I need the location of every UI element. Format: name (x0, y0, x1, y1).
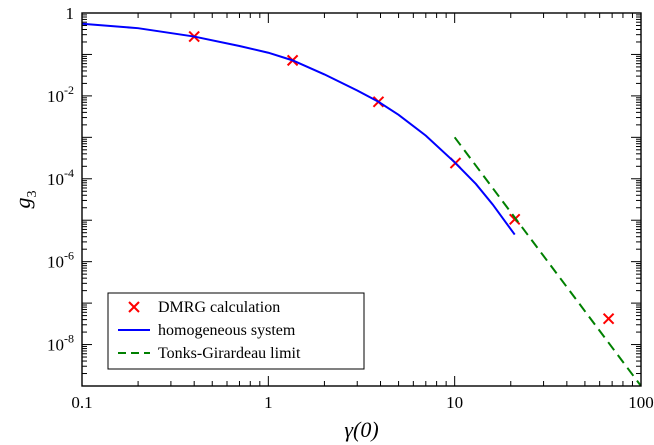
y-axis-label-main: g (10, 198, 35, 209)
legend-box (107, 292, 365, 370)
legend-label: DMRG calculation (158, 299, 280, 316)
y-tick-base: 10 (47, 87, 64, 106)
y-tick-label: 10-4 (47, 166, 74, 189)
y-axis-label: g3 (10, 191, 40, 209)
plot-area (82, 22, 641, 386)
y-tick-base: 10 (47, 336, 64, 355)
marker-stroke (508, 213, 521, 226)
series-line-3 (453, 136, 641, 386)
y-tick-exponent: -8 (64, 332, 74, 346)
y-tick-exponent: -4 (64, 166, 74, 180)
legend-marker (128, 301, 140, 313)
y-tick-label: 10-2 (47, 83, 74, 106)
series-line-2 (82, 22, 516, 236)
y-tick-base: 10 (47, 170, 64, 189)
x-tick-label: 10 (446, 393, 463, 412)
y-tick-label: 10-8 (47, 332, 74, 355)
y-tick-base: 10 (47, 253, 64, 272)
x-tick-label: 0.1 (71, 393, 92, 412)
y-axis-label-subscript: 3 (25, 191, 40, 198)
y-tick-base: 1 (66, 4, 75, 23)
legend-label: Tonks-Girardeau limit (158, 345, 301, 362)
marker-point (602, 313, 615, 325)
legend-label: homogeneous system (158, 322, 296, 339)
y-tick-exponent: -2 (64, 83, 74, 97)
legend: DMRG calculation homogeneous system Tonks-… (107, 292, 365, 370)
x-tick-label: 1 (264, 393, 273, 412)
marker-stroke (602, 313, 615, 325)
x-tick-label: 100 (628, 393, 654, 412)
marker-point (508, 213, 521, 226)
x-axis-label: γ(0) (344, 417, 378, 442)
y-tick-label: 10-6 (47, 249, 74, 272)
y-tick-exponent: -6 (64, 249, 74, 263)
y-tick-label: 1 (66, 4, 75, 23)
plot-frame (81, 12, 642, 387)
